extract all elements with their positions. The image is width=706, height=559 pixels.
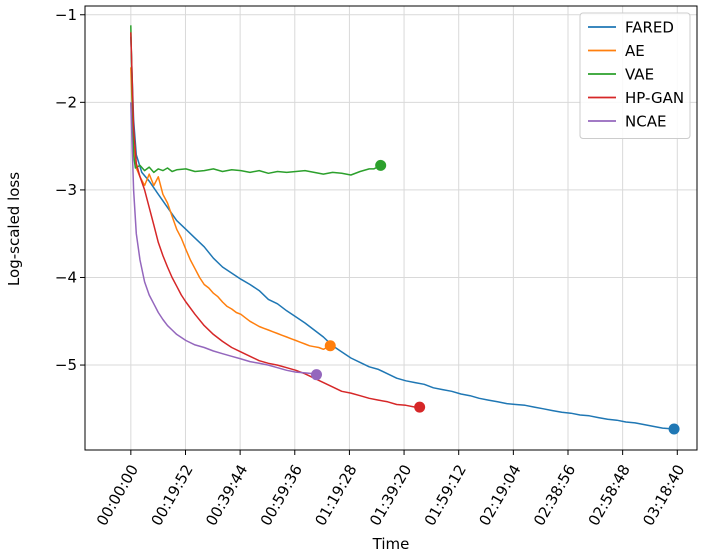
series-end-marker-ae xyxy=(324,340,336,352)
legend-label-vae: VAE xyxy=(625,66,654,84)
legend-label-fared: FARED xyxy=(625,19,674,37)
y-tick-label: −3 xyxy=(55,181,77,199)
y-axis: −1 −2 −3 −4 −5 xyxy=(55,6,85,374)
series-line-vae xyxy=(130,25,382,176)
y-axis-title: Log-scaled loss xyxy=(5,172,23,286)
series-end-marker-hp-gan xyxy=(414,401,426,413)
series-layer xyxy=(130,25,680,435)
series-end-marker-ncae xyxy=(311,369,323,381)
grid xyxy=(85,6,697,450)
y-tick-label: −2 xyxy=(55,93,77,111)
series-line-ae xyxy=(130,67,331,351)
y-tick-label: −5 xyxy=(55,356,77,374)
legend: FARED AE VAE HP-GAN NCAE xyxy=(579,12,691,139)
series-line-ncae xyxy=(130,102,317,376)
y-tick-label: −4 xyxy=(55,268,77,286)
series-line-hp-gan xyxy=(130,32,420,408)
x-axis-title: Time xyxy=(372,535,410,553)
plot-frame xyxy=(84,5,698,451)
series-end-marker-fared xyxy=(668,423,680,435)
legend-label-hp-gan: HP-GAN xyxy=(625,89,684,107)
legend-label-ae: AE xyxy=(625,42,645,60)
y-tick-label: −1 xyxy=(55,6,77,24)
legend-box xyxy=(579,12,691,139)
series-line-fared xyxy=(130,36,675,430)
legend-label-ncae: NCAE xyxy=(625,113,666,131)
series-end-marker-vae xyxy=(375,159,387,171)
